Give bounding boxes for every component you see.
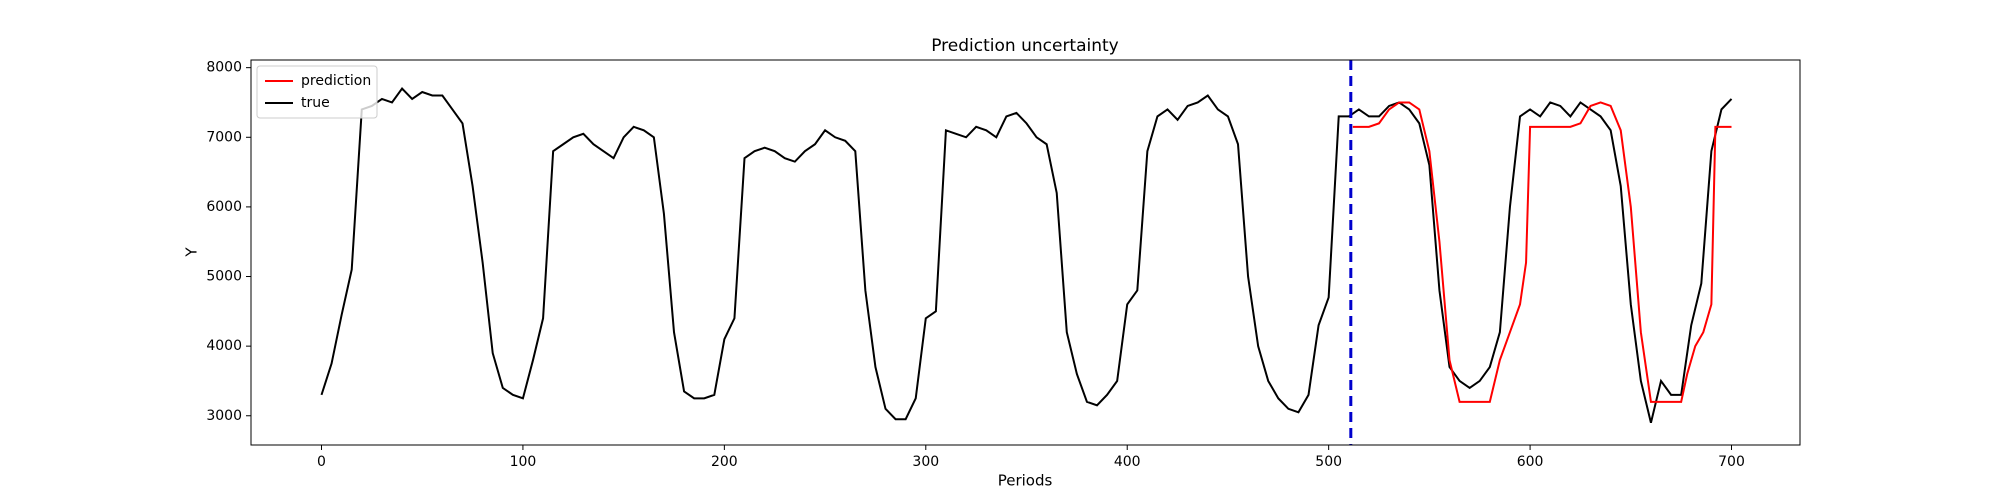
line-series [320, 86, 1733, 423]
y-axis-label: Y [183, 247, 201, 258]
legend-label: prediction [301, 73, 371, 89]
y-tick-label: 3000 [206, 408, 242, 424]
x-tick-label: 500 [1315, 454, 1342, 470]
chart-title: Prediction uncertainty [931, 36, 1119, 56]
x-tick-label: 200 [711, 454, 738, 470]
x-tick-label: 0 [317, 454, 326, 470]
x-tick-label: 300 [912, 454, 939, 470]
x-tick-label: 400 [1114, 454, 1141, 470]
y-tick-label: 7000 [206, 129, 242, 145]
y-tick-label: 8000 [206, 60, 242, 76]
plot-frame [250, 59, 1801, 446]
legend-box [256, 65, 378, 119]
line-series [1352, 101, 1732, 403]
x-tick-label: 100 [510, 454, 537, 470]
y-tick-label: 6000 [206, 199, 242, 215]
x-axis-label: Periods [998, 472, 1053, 490]
legend-label: true [301, 95, 330, 111]
x-tick-label: 600 [1517, 454, 1544, 470]
y-tick-label: 4000 [206, 338, 242, 354]
y-tick-label: 5000 [206, 269, 242, 285]
x-tick-label: 700 [1718, 454, 1745, 470]
